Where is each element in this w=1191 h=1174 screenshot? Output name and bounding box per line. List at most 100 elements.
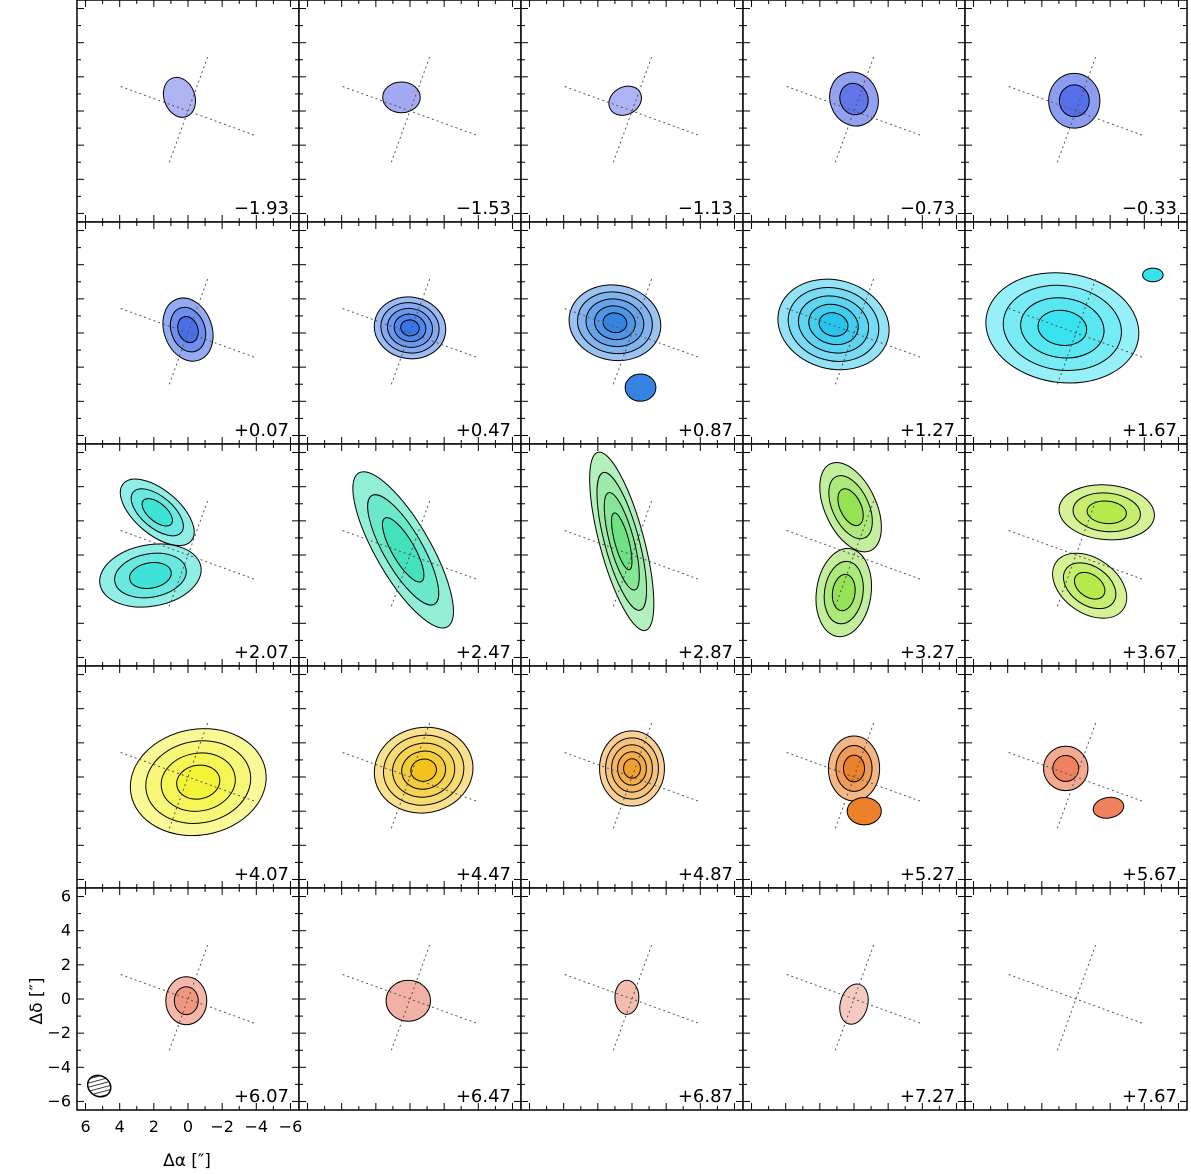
velocity-label: +6.47: [456, 1086, 511, 1107]
channel-panel: +5.27: [742, 665, 966, 889]
minor-axis-line: [611, 278, 653, 388]
velocity-label: +1.27: [900, 420, 955, 441]
minor-axis-line: [167, 500, 209, 610]
contour-level: [385, 979, 431, 1022]
contour-level: [837, 488, 864, 527]
emission-blob: [829, 71, 879, 127]
emission-blob: [373, 296, 447, 360]
contour-level: [818, 312, 849, 337]
velocity-label: +3.67: [1122, 642, 1177, 663]
minor-axis-line: [389, 500, 431, 610]
x-axis-title: Δα [″]: [163, 1151, 211, 1171]
x-tick-label: −2: [210, 1117, 234, 1136]
channel-panel: +5.67: [964, 665, 1188, 889]
axis-annotations: Δα [″] Δδ [″] 6 4 2 0 −2 −4 −6 6 4 2 0 −2 −4 −6: [27, 887, 302, 1171]
contour-level: [176, 764, 221, 800]
minor-axis-line: [611, 722, 653, 832]
contour-level: [624, 373, 657, 402]
contour-level: [1086, 500, 1127, 525]
major-axis-line: [120, 751, 256, 803]
minor-axis-line: [167, 722, 209, 832]
x-tick-label: 6: [80, 1117, 90, 1136]
velocity-label: −1.53: [456, 198, 511, 219]
channel-panel: +3.67: [964, 443, 1188, 667]
major-axis-line: [564, 307, 700, 359]
emission-blob: [1092, 796, 1125, 819]
velocity-label: +4.47: [456, 864, 511, 885]
contour-level: [842, 754, 866, 783]
emission-blob: [815, 547, 873, 638]
velocity-label: +2.07: [234, 642, 289, 663]
contour-level: [608, 85, 642, 116]
x-tick-label: 0: [183, 1117, 193, 1136]
major-axis-line: [786, 751, 922, 803]
major-axis-line: [786, 529, 922, 581]
contour-level: [1073, 571, 1106, 600]
channel-panel: −0.73: [742, 0, 966, 223]
minor-axis-line: [167, 56, 209, 166]
major-axis-line: [342, 529, 478, 581]
major-axis-line: [786, 85, 922, 137]
contour-level: [1142, 267, 1164, 283]
major-axis-line: [1008, 85, 1144, 137]
major-axis-line: [120, 529, 256, 581]
velocity-label: +5.67: [1122, 864, 1177, 885]
contour-level: [611, 512, 633, 571]
minor-axis-line: [833, 56, 875, 166]
x-tick-label: 4: [115, 1117, 125, 1136]
major-axis-line: [564, 529, 700, 581]
velocity-label: +0.07: [234, 420, 289, 441]
y-tick-label: −6: [47, 1091, 71, 1110]
channel-panel: +0.47: [298, 221, 522, 445]
major-axis-line: [564, 973, 700, 1025]
major-axis-line: [120, 973, 256, 1025]
contour-level: [141, 498, 173, 527]
major-axis-line: [1008, 529, 1144, 581]
velocity-label: +4.87: [678, 864, 733, 885]
velocity-label: −1.13: [678, 198, 733, 219]
emission-blob: [777, 278, 890, 371]
channel-panel: +2.87: [520, 443, 744, 667]
channel-panel: +7.27: [742, 887, 966, 1111]
major-axis-line: [342, 85, 478, 137]
contour-level: [1058, 84, 1090, 118]
channel-panel: +1.27: [742, 221, 966, 445]
channel-panel: +2.07: [76, 443, 300, 667]
minor-axis-line: [389, 56, 431, 166]
emission-blob: [1052, 552, 1128, 619]
channel-panel: −1.93: [76, 0, 300, 223]
major-axis-line: [786, 973, 922, 1025]
emission-blob: [1043, 745, 1089, 792]
emission-blob: [162, 76, 197, 118]
emission-blob: [568, 284, 662, 362]
major-axis-line: [120, 307, 256, 359]
emission-blob: [162, 297, 214, 362]
contour-level: [831, 573, 856, 612]
channel-panel: +0.07: [76, 221, 300, 445]
y-tick-label: 2: [61, 955, 71, 974]
emission-blob: [352, 471, 454, 629]
y-axis-title: Δδ [″]: [27, 977, 47, 1024]
emission-blob: [589, 451, 655, 632]
contour-level: [1092, 796, 1125, 819]
x-tick-label: −6: [279, 1117, 303, 1136]
minor-axis-line: [389, 944, 431, 1054]
emission-blob: [599, 730, 665, 807]
beam-ellipse: [86, 1074, 112, 1098]
emission-blob: [827, 735, 881, 802]
major-axis-line: [1008, 973, 1144, 1025]
velocity-label: +5.27: [900, 864, 955, 885]
minor-axis-line: [1055, 722, 1097, 832]
velocity-label: +0.87: [678, 420, 733, 441]
minor-axis-line: [389, 278, 431, 388]
channel-panel: −0.33: [964, 0, 1188, 223]
velocity-label: +0.47: [456, 420, 511, 441]
minor-axis-line: [167, 944, 209, 1054]
minor-axis-line: [1055, 278, 1097, 388]
channel-panel: +7.67: [964, 887, 1188, 1111]
major-axis-line: [1008, 307, 1144, 359]
channel-panel: +4.47: [298, 665, 522, 889]
contour-level: [173, 986, 199, 1016]
emission-blob: [1058, 484, 1155, 541]
